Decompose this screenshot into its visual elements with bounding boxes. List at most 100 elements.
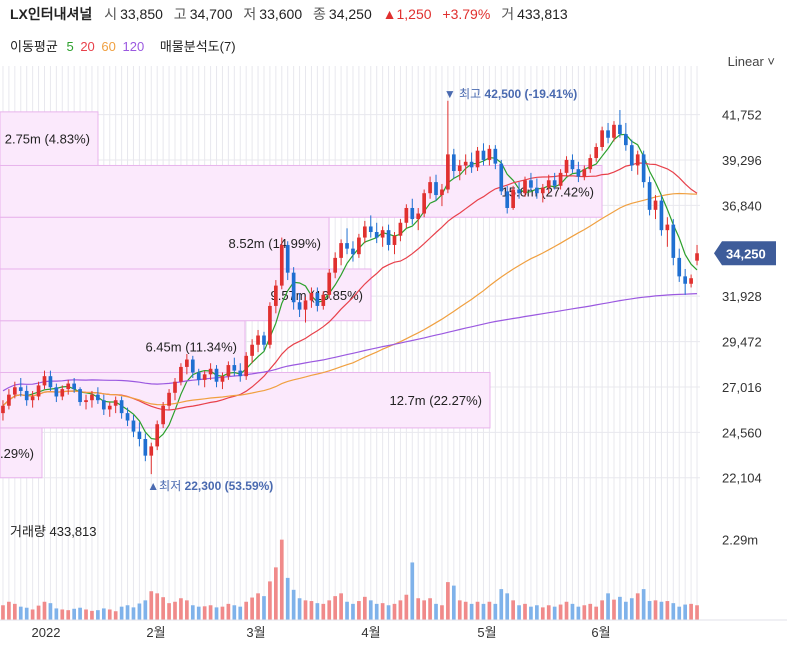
candle[interactable] [635,150,640,175]
candle[interactable] [540,183,545,203]
candle[interactable] [202,370,207,388]
candle[interactable] [398,219,403,242]
candle[interactable] [185,353,189,375]
candle[interactable] [582,165,587,181]
candle[interactable] [60,385,65,401]
candle[interactable] [250,339,254,364]
candle[interactable] [244,352,249,380]
candle[interactable] [262,331,266,351]
candle[interactable] [190,355,195,379]
candle[interactable] [683,268,688,295]
candle[interactable] [149,442,154,475]
candle[interactable] [226,361,231,380]
candle[interactable] [386,224,391,251]
candle[interactable] [279,237,284,290]
candle[interactable] [392,232,397,255]
candle[interactable] [66,379,71,395]
candle[interactable] [351,241,355,262]
candle[interactable] [374,222,379,244]
candle[interactable] [493,145,498,170]
candle[interactable] [665,217,670,247]
candle[interactable] [48,370,53,391]
candle[interactable] [179,363,183,386]
candle[interactable] [333,252,338,279]
candle[interactable] [428,176,432,199]
candle[interactable] [612,121,616,142]
candle[interactable] [451,148,456,179]
candle[interactable] [576,161,581,183]
candle[interactable] [155,420,160,451]
candle[interactable] [274,280,278,314]
candle[interactable] [422,189,426,218]
candle[interactable] [96,387,100,404]
candle[interactable] [84,394,88,410]
candle[interactable] [196,368,201,386]
candle[interactable] [321,291,326,310]
candle[interactable] [446,100,450,194]
candle[interactable] [594,143,599,162]
candle[interactable] [511,185,515,210]
candle[interactable] [641,150,646,188]
candle[interactable] [167,389,171,410]
candle[interactable] [410,198,415,225]
candle[interactable] [499,159,504,196]
candle[interactable] [647,176,652,216]
candle[interactable] [404,204,409,229]
candle[interactable] [238,363,243,382]
candle[interactable] [357,233,361,258]
candle[interactable] [618,110,622,138]
candle[interactable] [161,402,165,428]
candle[interactable] [232,357,237,377]
candle[interactable] [1,400,5,421]
candle[interactable] [564,156,569,177]
candle[interactable] [653,195,658,220]
candle[interactable] [268,302,272,349]
candle[interactable] [78,387,82,406]
candle[interactable] [125,407,130,427]
scale-mode-dropdown[interactable]: Linear ˅ [727,54,775,69]
candle[interactable] [220,372,225,390]
candle[interactable] [380,226,385,247]
candle[interactable] [101,394,106,415]
candle[interactable] [457,159,462,181]
candle[interactable] [107,402,112,417]
candle[interactable] [173,378,177,401]
candle[interactable] [629,139,634,172]
candle[interactable] [535,178,539,199]
candle[interactable] [36,381,41,401]
candle[interactable] [505,185,510,214]
candle[interactable] [7,389,11,410]
candle[interactable] [434,174,438,201]
candle[interactable] [677,248,682,282]
candle[interactable] [256,329,260,353]
candle[interactable] [309,287,314,308]
candle[interactable] [345,228,349,255]
candle[interactable] [18,378,23,397]
candle[interactable] [362,220,367,244]
candle[interactable] [600,126,604,151]
candle[interactable] [285,241,290,281]
candle[interactable] [214,365,219,388]
candle[interactable] [315,287,320,312]
candle[interactable] [558,169,563,190]
candle[interactable] [671,219,676,266]
candle[interactable] [303,296,308,323]
candle[interactable] [570,154,575,173]
candle[interactable] [523,176,527,197]
candle[interactable] [552,172,557,190]
candle[interactable] [469,152,474,173]
candle[interactable] [113,396,118,414]
candle[interactable] [517,182,521,199]
candle[interactable] [72,378,76,393]
candle[interactable] [54,383,59,403]
candle[interactable] [659,195,664,236]
candle[interactable] [30,390,35,408]
candle[interactable] [481,143,486,166]
candle[interactable] [297,293,302,318]
candle[interactable] [695,244,699,266]
candle[interactable] [475,146,480,172]
candle[interactable] [119,396,124,419]
candle[interactable] [416,207,421,231]
candle[interactable] [546,174,551,194]
